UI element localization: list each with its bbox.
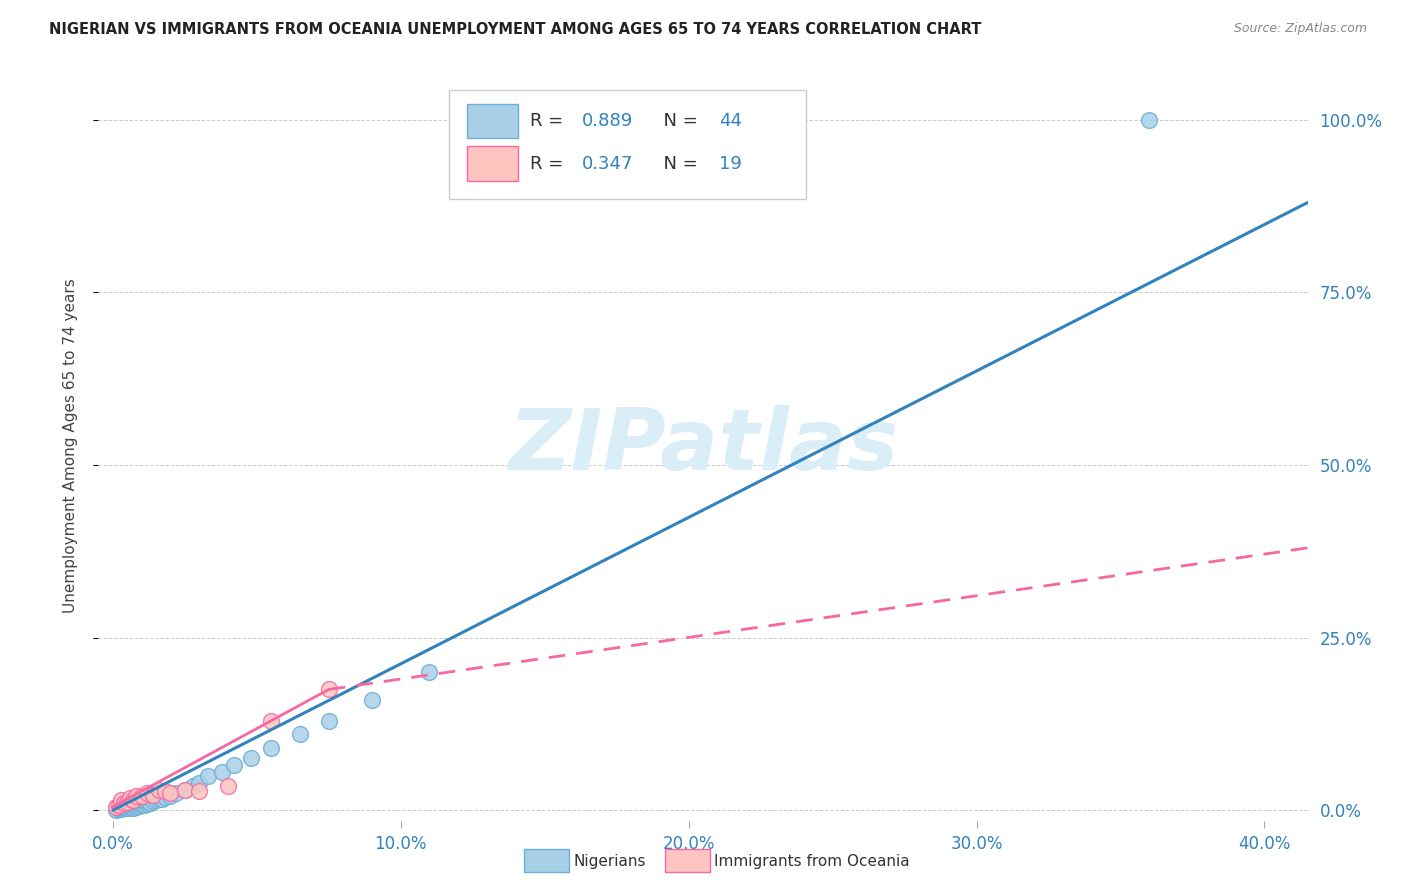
Point [136, 786, 159, 800]
Point [110, 793, 132, 807]
Point [136, 797, 159, 811]
FancyBboxPatch shape [467, 146, 517, 181]
Point [139, 796, 162, 810]
Point [120, 790, 142, 805]
Point [115, 798, 138, 813]
Point [134, 794, 156, 808]
Point [197, 769, 219, 783]
Point [418, 665, 440, 680]
Point [104, 800, 127, 814]
Point [260, 714, 283, 728]
Point [153, 790, 176, 805]
Point [131, 789, 153, 804]
Point [240, 751, 263, 765]
Point [318, 714, 340, 728]
Point [173, 782, 195, 797]
Point [188, 775, 211, 789]
Text: R =: R = [530, 112, 569, 130]
Point [361, 693, 384, 707]
Point [125, 797, 148, 811]
Point [128, 797, 150, 811]
Point [148, 782, 170, 797]
Text: Immigrants from Oceania: Immigrants from Oceania [714, 855, 910, 869]
Point [125, 789, 148, 804]
Text: Source: ZipAtlas.com: Source: ZipAtlas.com [1233, 22, 1367, 36]
Point [112, 799, 135, 814]
Text: ZIPatlas: ZIPatlas [508, 404, 898, 488]
Point [125, 800, 148, 814]
Point [136, 794, 159, 808]
Point [153, 784, 176, 798]
Point [165, 786, 187, 800]
Point [122, 800, 145, 814]
Point [142, 788, 165, 802]
Point [110, 802, 132, 816]
Point [112, 797, 135, 811]
Text: NIGERIAN VS IMMIGRANTS FROM OCEANIA UNEMPLOYMENT AMONG AGES 65 TO 74 YEARS CORRE: NIGERIAN VS IMMIGRANTS FROM OCEANIA UNEM… [49, 22, 981, 37]
Point [115, 800, 138, 814]
Point [107, 797, 129, 812]
Point [150, 792, 173, 806]
Point [122, 798, 145, 813]
Point [1137, 112, 1160, 127]
Point [142, 794, 165, 808]
Point [318, 682, 340, 697]
Point [288, 727, 311, 741]
Point [222, 758, 245, 772]
Text: 0.889: 0.889 [582, 112, 633, 130]
Point [131, 795, 153, 809]
Point [120, 799, 142, 814]
Point [217, 779, 239, 793]
Text: R =: R = [530, 154, 569, 172]
Point [104, 803, 127, 817]
Point [131, 798, 153, 813]
Point [188, 784, 211, 798]
Point [211, 765, 233, 780]
Text: N =: N = [652, 154, 704, 172]
Point [115, 795, 138, 809]
Text: 44: 44 [718, 112, 742, 130]
Point [173, 782, 195, 797]
Point [112, 801, 135, 815]
Text: 0.347: 0.347 [582, 154, 634, 172]
Point [128, 799, 150, 814]
Point [120, 801, 142, 815]
Point [107, 802, 129, 816]
Point [260, 741, 283, 756]
FancyBboxPatch shape [449, 90, 806, 199]
Point [122, 797, 145, 811]
FancyBboxPatch shape [467, 103, 517, 138]
Point [183, 779, 205, 793]
Y-axis label: Unemployment Among Ages 65 to 74 years: Unemployment Among Ages 65 to 74 years [63, 278, 77, 614]
Point [159, 786, 181, 800]
Point [134, 797, 156, 812]
Point [122, 793, 145, 807]
Text: 19: 19 [718, 154, 741, 172]
Text: Nigerians: Nigerians [574, 855, 647, 869]
Point [148, 791, 170, 805]
Point [145, 793, 167, 807]
Text: N =: N = [652, 112, 704, 130]
Point [110, 800, 132, 814]
Point [159, 789, 181, 804]
